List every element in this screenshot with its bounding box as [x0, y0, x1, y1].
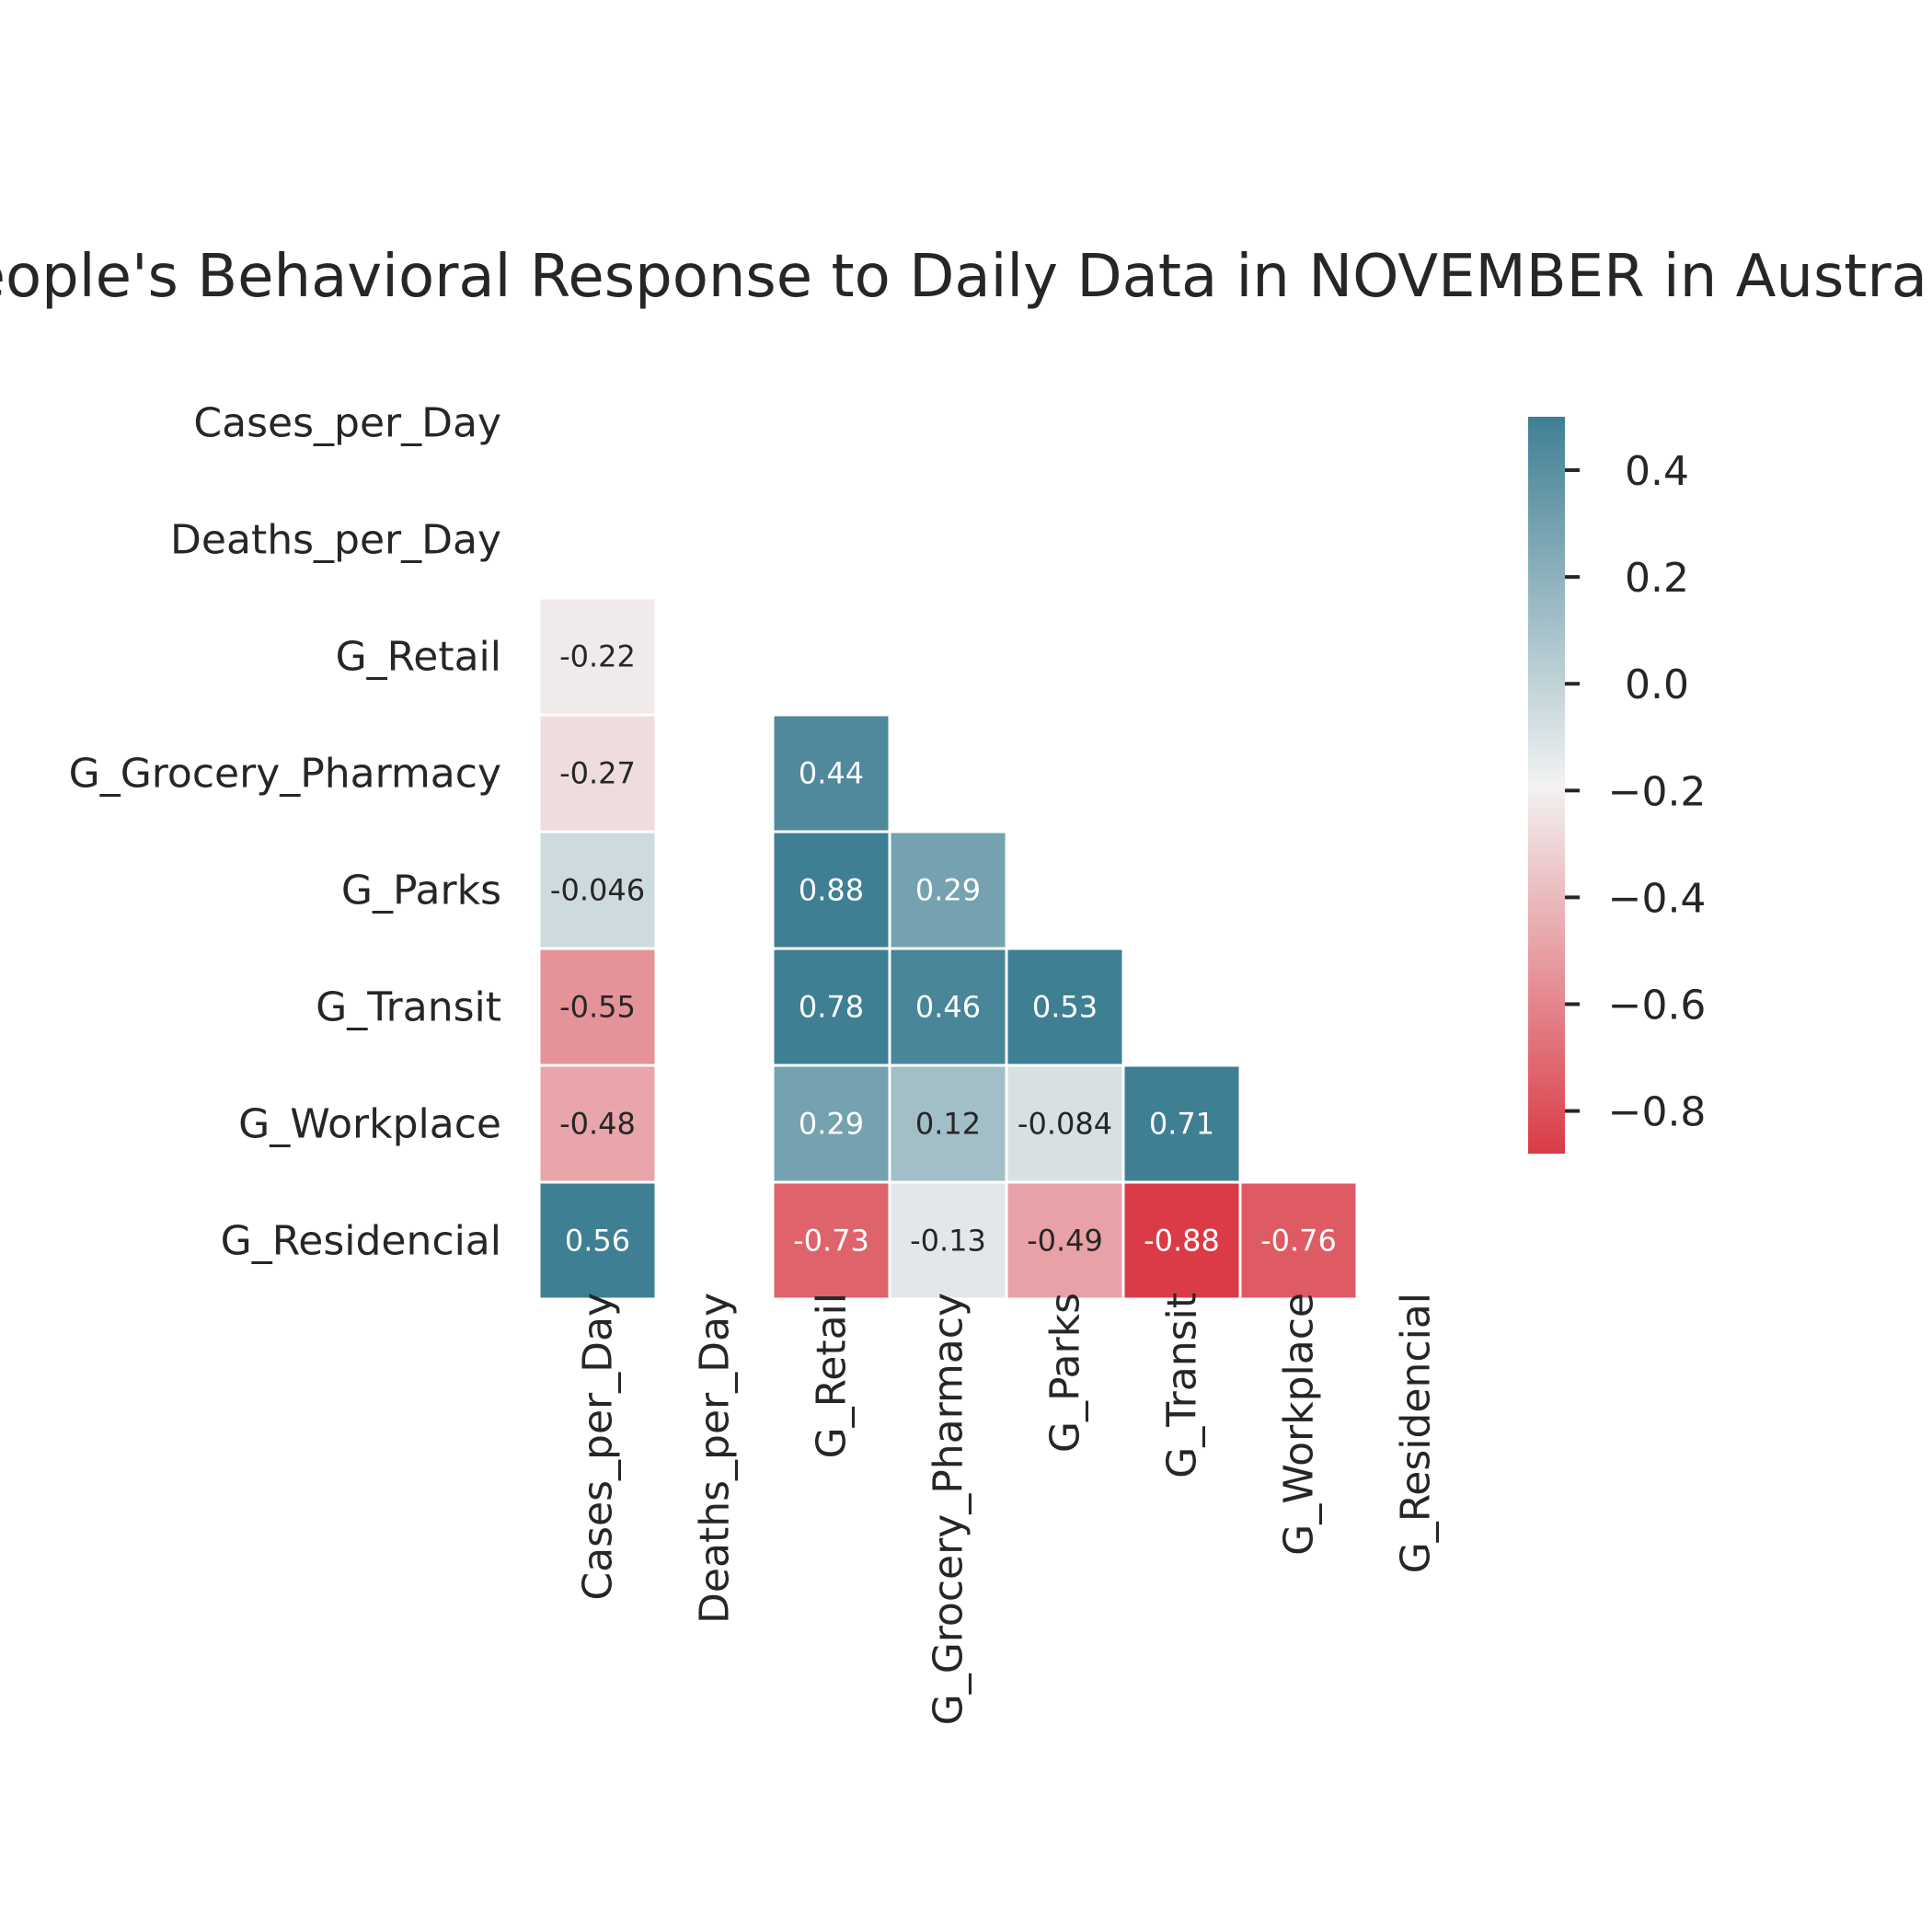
y-tick-label: G_Residencial: [221, 1218, 501, 1265]
cell-value-label: -0.084: [1018, 1107, 1112, 1142]
colorbar-tick-label: −0.2: [1608, 768, 1707, 815]
cell-value-label: 0.53: [1032, 990, 1098, 1025]
x-tick-label: Cases_per_Day: [575, 1293, 622, 1601]
heatmap-cell: [888, 1180, 1008, 1301]
x-tick-label: G_Transit: [1159, 1293, 1206, 1478]
chart-title: People's Behavioral Response to Daily Da…: [0, 243, 1932, 311]
colorbar-tick-label: −0.4: [1608, 875, 1707, 922]
heatmap-cell: [771, 1180, 891, 1301]
x-tick-label: G_Workplace: [1276, 1293, 1323, 1556]
heatmap-cell: [1005, 1180, 1125, 1301]
x-tick-label: G_Residencial: [1393, 1293, 1440, 1573]
cell-value-label: -0.22: [559, 639, 636, 674]
heatmap-cell: [1005, 1064, 1125, 1184]
cell-value-label: -0.13: [910, 1224, 986, 1259]
y-tick-label: G_Transit: [316, 984, 501, 1031]
colorbar-gradient: [1528, 417, 1565, 1154]
cell-value-label: 0.71: [1149, 1107, 1214, 1142]
x-tick-label: G_Retail: [809, 1293, 856, 1458]
cell-value-label: 0.29: [799, 1107, 864, 1142]
cell-value-label: -0.73: [793, 1224, 869, 1259]
y-tick-label: G_Retail: [336, 634, 501, 681]
colorbar-tick-label: −0.6: [1608, 982, 1707, 1029]
cell-value-label: -0.046: [550, 873, 645, 908]
heatmap-cell: [888, 830, 1008, 950]
colorbar-tick-label: 0.0: [1625, 661, 1689, 708]
cell-value-label: 0.56: [565, 1224, 630, 1259]
x-tick-label: Deaths_per_Day: [692, 1293, 739, 1624]
y-tick-label: Deaths_per_Day: [170, 517, 501, 564]
colorbar: 0.4 0.2 0.0 −0.2 −0.4 −0.6 −0.8: [1528, 417, 1706, 1154]
colorbar-tick-label: 0.2: [1625, 555, 1689, 602]
cell-value-label: 0.46: [915, 990, 981, 1025]
y-tick-label: Cases_per_Day: [193, 400, 501, 447]
cell-value-label: 0.78: [799, 990, 864, 1025]
cell-value-label: -0.55: [559, 990, 636, 1025]
heatmap-cell: [537, 713, 658, 834]
heatmap-cell: [1005, 947, 1125, 1067]
cell-value-label: -0.48: [559, 1107, 636, 1142]
cell-value-label: -0.76: [1260, 1224, 1337, 1259]
y-tick-labels: Cases_per_Day Deaths_per_Day G_Retail G_Gro…: [69, 400, 501, 1265]
heatmap-cell: [537, 830, 658, 950]
colorbar-tick-label: −0.8: [1608, 1089, 1707, 1136]
cell-value-label: 0.88: [799, 873, 864, 908]
cell-value-label: -0.49: [1027, 1224, 1103, 1259]
cell-value-label: 0.44: [799, 756, 864, 791]
y-tick-label: G_Grocery_Pharmacy: [69, 751, 501, 798]
heatmap-cell: [537, 1064, 658, 1184]
heatmap-cell: [1121, 1180, 1242, 1301]
cell-value-label: 0.12: [915, 1107, 981, 1142]
heatmap-cell: [1238, 1180, 1359, 1301]
x-tick-label: G_Parks: [1042, 1293, 1089, 1453]
heatmap-cell: [537, 1180, 658, 1301]
heatmap-cell: [771, 1064, 891, 1184]
y-tick-label: G_Workplace: [238, 1101, 501, 1148]
y-tick-label: G_Parks: [341, 868, 501, 914]
cell-value-label: 0.29: [915, 873, 981, 908]
heatmap-cells: -0.22 -0.27 0.44 -0.046 0.88 0.29 -0.55 0.78 0.4…: [537, 596, 1359, 1301]
x-tick-labels: Cases_per_Day Deaths_per_Day G_Retail G_Gro…: [575, 1293, 1440, 1725]
heatmap-cell: [537, 596, 658, 717]
cell-value-label: -0.27: [559, 756, 636, 791]
x-tick-label: G_Grocery_Pharmacy: [926, 1293, 972, 1725]
heatmap-cell: [771, 947, 891, 1067]
cell-value-label: -0.88: [1144, 1224, 1220, 1259]
colorbar-tick-label: 0.4: [1625, 448, 1689, 495]
